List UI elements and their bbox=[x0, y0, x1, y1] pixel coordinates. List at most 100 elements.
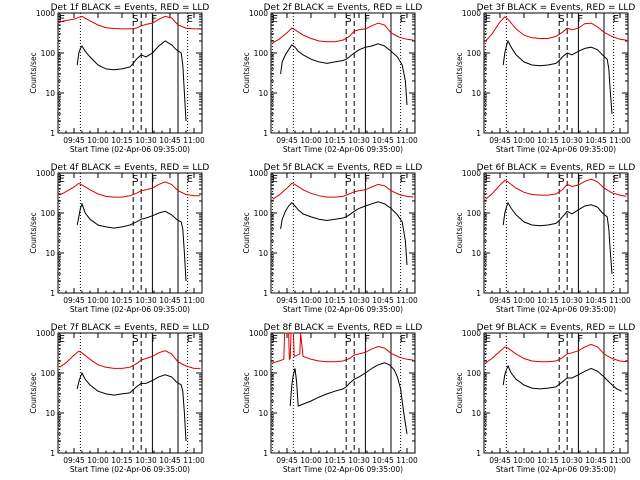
chart-3-xtick-label: 10:45 bbox=[585, 136, 607, 145]
chart-7-xtick-label: 09:45 bbox=[63, 456, 85, 465]
chart-5-xtick-label: 10:15 bbox=[324, 296, 346, 305]
chart-2-xtick-label: 10:00 bbox=[300, 136, 322, 145]
chart-6-xlabel: Start Time (02-Apr-06 09:35:00) bbox=[496, 305, 616, 314]
chart-7-xtick-label: 10:00 bbox=[87, 456, 109, 465]
chart-8-marker-label: E bbox=[272, 334, 278, 345]
chart-4-series-events-line bbox=[76, 202, 187, 282]
chart-6-ytick-label: 10 bbox=[471, 249, 481, 258]
chart-5-title: Det 5f BLACK = Events, RED = LLD bbox=[264, 163, 423, 173]
chart-4-xtick-label: 10:15 bbox=[111, 296, 133, 305]
chart-panel-8: Det 8f BLACK = Events, RED = LLD 1 10 100 10… bbox=[242, 323, 423, 474]
chart-6-xtick-label: 10:45 bbox=[585, 296, 607, 305]
chart-8-xtick-label: 11:00 bbox=[396, 456, 418, 465]
chart-1-plot-frame bbox=[57, 12, 203, 134]
chart-9-xtick-label: 10:15 bbox=[537, 456, 559, 465]
chart-panel-9: Det 9f BLACK = Events, RED = LLD 1 10 100 10… bbox=[455, 323, 635, 474]
chart-2-series-lld-line bbox=[272, 22, 414, 44]
chart-6-ylabel: Counts/sec bbox=[455, 212, 464, 253]
chart-4-marker-label: E bbox=[59, 174, 65, 185]
chart-9-xtick-label: 10:00 bbox=[513, 456, 535, 465]
chart-4-marker-label: S bbox=[132, 174, 138, 185]
chart-4-title: Det 4f BLACK = Events, RED = LLD bbox=[51, 163, 210, 173]
chart-8-ytick-label: 1 bbox=[263, 449, 268, 458]
chart-9-xtick-label: 10:30 bbox=[561, 456, 583, 465]
chart-2-marker-label: S bbox=[345, 14, 351, 25]
chart-7-ytick-label: 100 bbox=[41, 369, 56, 378]
chart-4-ytick-label: 10 bbox=[45, 249, 55, 258]
chart-panel-2: Det 2f BLACK = Events, RED = LLD 1 10 100 10… bbox=[242, 3, 422, 154]
chart-6-marker-label: E bbox=[613, 174, 619, 185]
chart-5-ytick-label: 100 bbox=[254, 209, 269, 218]
chart-1-ytick-label: 10 bbox=[45, 89, 55, 98]
chart-8-ytick-label: 1000 bbox=[249, 329, 268, 338]
chart-5-marker-label: S bbox=[345, 174, 351, 185]
chart-3-ytick-label: 10 bbox=[471, 89, 481, 98]
chart-9-xtick-label: 10:45 bbox=[585, 456, 607, 465]
chart-5-ylabel: Counts/sec bbox=[242, 212, 251, 253]
chart-4-xtick-label: 10:00 bbox=[87, 296, 109, 305]
chart-1-xtick-label: 09:45 bbox=[63, 136, 85, 145]
chart-9-plot-frame bbox=[483, 332, 629, 454]
chart-1-xlabel: Start Time (02-Apr-06 09:35:00) bbox=[70, 145, 190, 154]
chart-9-ytick-label: 1 bbox=[476, 449, 481, 458]
chart-5-marker-label: E bbox=[400, 174, 406, 185]
chart-2-xtick-label: 10:15 bbox=[324, 136, 346, 145]
chart-3-marker-label: E bbox=[485, 14, 491, 25]
chart-8-title: Det 8f BLACK = Events, RED = LLD bbox=[264, 323, 423, 333]
chart-7-xtick-label: 11:00 bbox=[183, 456, 205, 465]
chart-9-xtick-label: 11:00 bbox=[609, 456, 631, 465]
chart-6-title: Det 6f BLACK = Events, RED = LLD bbox=[477, 163, 636, 173]
chart-2-ytick-label: 100 bbox=[254, 49, 269, 58]
chart-3-ytick-label: 1000 bbox=[462, 9, 481, 18]
chart-5-marker-label: F bbox=[364, 174, 370, 185]
chart-6-plot-frame bbox=[483, 172, 629, 294]
chart-9-marker-label: S bbox=[558, 334, 564, 345]
chart-3-xtick-label: 10:15 bbox=[537, 136, 559, 145]
chart-6-xtick-label: 10:15 bbox=[537, 296, 559, 305]
chart-8-plot-frame bbox=[270, 332, 416, 454]
chart-6-ytick-label: 100 bbox=[467, 209, 482, 218]
chart-1-marker-label: E bbox=[187, 14, 193, 25]
chart-2-ylabel: Counts/sec bbox=[242, 52, 251, 93]
chart-4-plot-frame bbox=[57, 172, 203, 294]
chart-8-xtick-label: 09:45 bbox=[276, 456, 298, 465]
chart-9-xlabel: Start Time (02-Apr-06 09:35:00) bbox=[496, 465, 616, 474]
chart-panel-3: Det 3f BLACK = Events, RED = LLD 1 10 100 10… bbox=[455, 3, 635, 154]
chart-7-title: Det 7f BLACK = Events, RED = LLD bbox=[51, 323, 210, 333]
chart-9-ytick-label: 100 bbox=[467, 369, 482, 378]
chart-7-marker-label: F bbox=[151, 334, 157, 345]
chart-panel-7: Det 7f BLACK = Events, RED = LLD 1 10 100 10… bbox=[29, 323, 210, 474]
chart-7-xtick-label: 10:45 bbox=[159, 456, 181, 465]
chart-3-series-lld-line bbox=[485, 16, 627, 42]
chart-9-ylabel: Counts/sec bbox=[455, 372, 464, 413]
chart-5-xtick-label: 10:00 bbox=[300, 296, 322, 305]
chart-2-xlabel: Start Time (02-Apr-06 09:35:00) bbox=[283, 145, 403, 154]
chart-7-xtick-label: 10:15 bbox=[111, 456, 133, 465]
chart-6-series-events-line bbox=[502, 201, 613, 274]
chart-6-marker-label: S bbox=[558, 174, 564, 185]
chart-8-xtick-label: 10:00 bbox=[300, 456, 322, 465]
chart-9-ytick-label: 10 bbox=[471, 409, 481, 418]
chart-panel-6: Det 6f BLACK = Events, RED = LLD 1 10 100 10… bbox=[455, 163, 636, 314]
chart-2-xtick-label: 10:30 bbox=[348, 136, 370, 145]
chart-2-xtick-label: 11:00 bbox=[396, 136, 418, 145]
chart-1-ytick-label: 1 bbox=[50, 129, 55, 138]
chart-2-ytick-label: 1000 bbox=[249, 9, 268, 18]
chart-5-xtick-label: 10:45 bbox=[372, 296, 394, 305]
chart-6-xtick-label: 11:00 bbox=[609, 296, 631, 305]
chart-5-marker-label: E bbox=[272, 174, 278, 185]
chart-5-ytick-label: 1000 bbox=[249, 169, 268, 178]
chart-8-ytick-label: 10 bbox=[258, 409, 268, 418]
chart-1-xtick-label: 10:30 bbox=[135, 136, 157, 145]
chart-panel-5: Det 5f BLACK = Events, RED = LLD 1 10 100 10… bbox=[242, 163, 423, 314]
chart-7-marker-label: S bbox=[132, 334, 138, 345]
chart-1-xtick-label: 10:15 bbox=[111, 136, 133, 145]
chart-8-series-events-line bbox=[289, 362, 408, 434]
chart-6-xtick-label: 10:00 bbox=[513, 296, 535, 305]
chart-9-marker-label: E bbox=[485, 334, 491, 345]
chart-4-series-lld-line bbox=[59, 181, 201, 198]
chart-3-ytick-label: 1 bbox=[476, 129, 481, 138]
chart-2-plot-frame bbox=[270, 12, 416, 134]
chart-6-marker-label: F bbox=[577, 174, 583, 185]
chart-5-xtick-label: 10:30 bbox=[348, 296, 370, 305]
